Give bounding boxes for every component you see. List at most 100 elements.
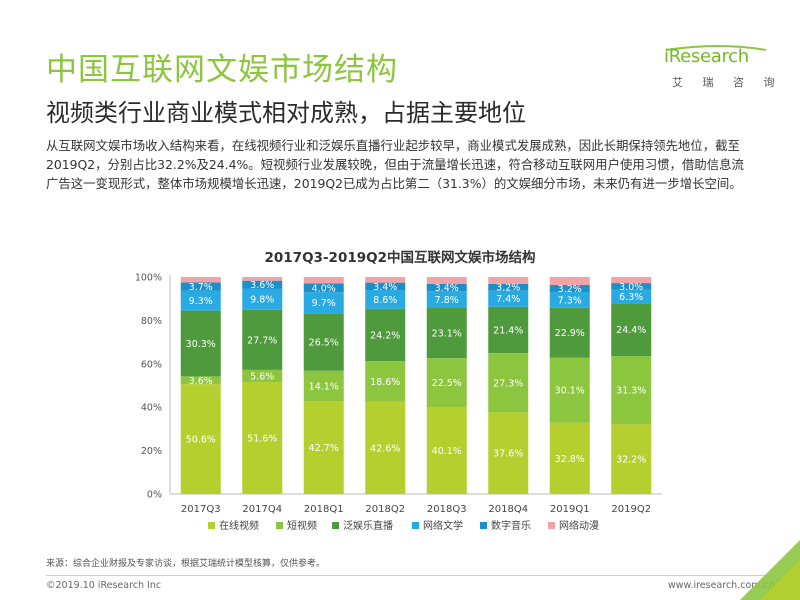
data-label: 9.8% — [250, 295, 274, 306]
data-label: 9.3% — [189, 296, 213, 307]
bar-segment — [242, 277, 283, 281]
data-label: 3.2% — [496, 283, 520, 294]
x-tick-label: 2019Q2 — [611, 504, 651, 515]
bar-segment — [611, 289, 652, 304]
y-tick-label: 80% — [141, 316, 162, 327]
logo-swoosh-icon — [665, 45, 767, 51]
bar-segment — [365, 290, 406, 309]
footer-divider — [46, 575, 766, 576]
data-label: 7.3% — [558, 295, 582, 306]
data-label: 3.0% — [619, 282, 643, 293]
data-label: 51.6% — [247, 434, 277, 445]
bar-segment — [365, 277, 406, 283]
bar-segment — [242, 369, 283, 383]
data-label: 27.3% — [493, 378, 523, 389]
bar-segment — [611, 283, 652, 290]
data-label: 14.1% — [309, 382, 339, 393]
bar-segment — [365, 361, 406, 402]
data-label: 42.6% — [370, 443, 400, 454]
bar-segment — [180, 290, 221, 311]
bar-segment — [549, 307, 590, 358]
bar-segment — [180, 282, 221, 291]
bar-segment — [426, 308, 467, 359]
data-label: 23.1% — [432, 329, 462, 340]
legend-label: 数字音乐 — [491, 519, 531, 532]
y-tick-label: 0% — [147, 490, 162, 501]
data-label: 7.4% — [496, 294, 520, 305]
x-tick-label: 2018Q3 — [427, 504, 467, 515]
data-label: 3.7% — [189, 282, 213, 293]
legend-label: 泛娱乐直播 — [343, 519, 393, 532]
data-label: 22.5% — [432, 378, 462, 389]
bar-segment — [180, 384, 221, 494]
data-label: 37.6% — [493, 449, 523, 460]
bar-segment — [426, 358, 467, 407]
bar-segment — [488, 353, 529, 413]
bar-segment — [365, 308, 406, 362]
bar-segment — [426, 406, 467, 494]
x-tick-label: 2018Q4 — [488, 504, 528, 515]
data-label: 5.6% — [250, 371, 274, 382]
y-tick-label: 20% — [141, 446, 162, 457]
bar-segment — [303, 277, 344, 284]
legend-swatch — [548, 522, 555, 529]
x-tick-label: 2017Q3 — [181, 504, 221, 515]
bar-segment — [549, 357, 590, 423]
data-label: 4.0% — [312, 283, 336, 294]
legend-swatch — [480, 522, 487, 529]
data-label: 50.6% — [186, 435, 216, 446]
bar-segment — [549, 291, 590, 308]
legend-swatch — [208, 522, 215, 529]
y-tick-label: 40% — [141, 403, 162, 414]
logo-subtext: 艾 瑞 咨 询 — [672, 76, 783, 89]
bar-segment — [180, 277, 221, 283]
data-label: 3.4% — [373, 282, 397, 293]
bar-segment — [303, 313, 344, 371]
data-label: 40.1% — [432, 446, 462, 457]
bar-segment — [488, 290, 529, 307]
bar-segment — [549, 422, 590, 494]
bar-segment — [365, 401, 406, 494]
data-label: 24.2% — [370, 330, 400, 341]
page-title: 中国互联网文娱市场结构 — [46, 52, 398, 88]
bar-segment — [365, 282, 406, 291]
website-url: www.iresearch.com.cn — [668, 580, 775, 591]
bar-segment — [611, 424, 652, 494]
x-tick-label: 2019Q1 — [550, 504, 590, 515]
data-label: 30.3% — [186, 339, 216, 350]
copyright: ©2019.10 iResearch Inc — [46, 580, 162, 591]
data-label: 42.7% — [309, 443, 339, 454]
bar-segment — [303, 401, 344, 494]
bar-segment — [549, 277, 590, 286]
logo-wordmark: iResearch — [664, 46, 749, 67]
bar-segment — [611, 277, 652, 284]
bar-segment — [426, 291, 467, 309]
data-label: 24.4% — [616, 325, 646, 336]
data-label: 3.4% — [435, 283, 459, 294]
bar-segment — [242, 382, 283, 494]
legend-swatch — [276, 522, 283, 529]
y-tick-label: 60% — [141, 359, 162, 370]
data-label: 21.4% — [493, 325, 523, 336]
bar-segment — [303, 370, 344, 402]
iresearch-logo: iResearch 艾 瑞 咨 询 — [660, 44, 775, 94]
bar-segment — [488, 277, 529, 284]
page-subtitle: 视频类行业商业模式相对成熟，占据主要地位 — [46, 99, 526, 127]
x-tick-label: 2018Q2 — [365, 504, 405, 515]
bar-segment — [180, 376, 221, 385]
bar-segment — [242, 280, 283, 289]
data-label: 3.6% — [189, 376, 213, 387]
data-label: 27.7% — [247, 335, 277, 346]
data-label: 32.8% — [555, 454, 585, 465]
x-tick-label: 2018Q1 — [304, 504, 344, 515]
corner-decoration — [740, 540, 800, 600]
data-label: 30.1% — [555, 386, 585, 397]
bar-segment — [180, 310, 221, 377]
legend-swatch — [332, 522, 339, 529]
data-label: 18.6% — [370, 377, 400, 388]
legend-swatch — [412, 522, 419, 529]
data-label: 7.8% — [435, 295, 459, 306]
data-label: 3.6% — [250, 280, 274, 291]
bar-segment — [611, 303, 652, 357]
